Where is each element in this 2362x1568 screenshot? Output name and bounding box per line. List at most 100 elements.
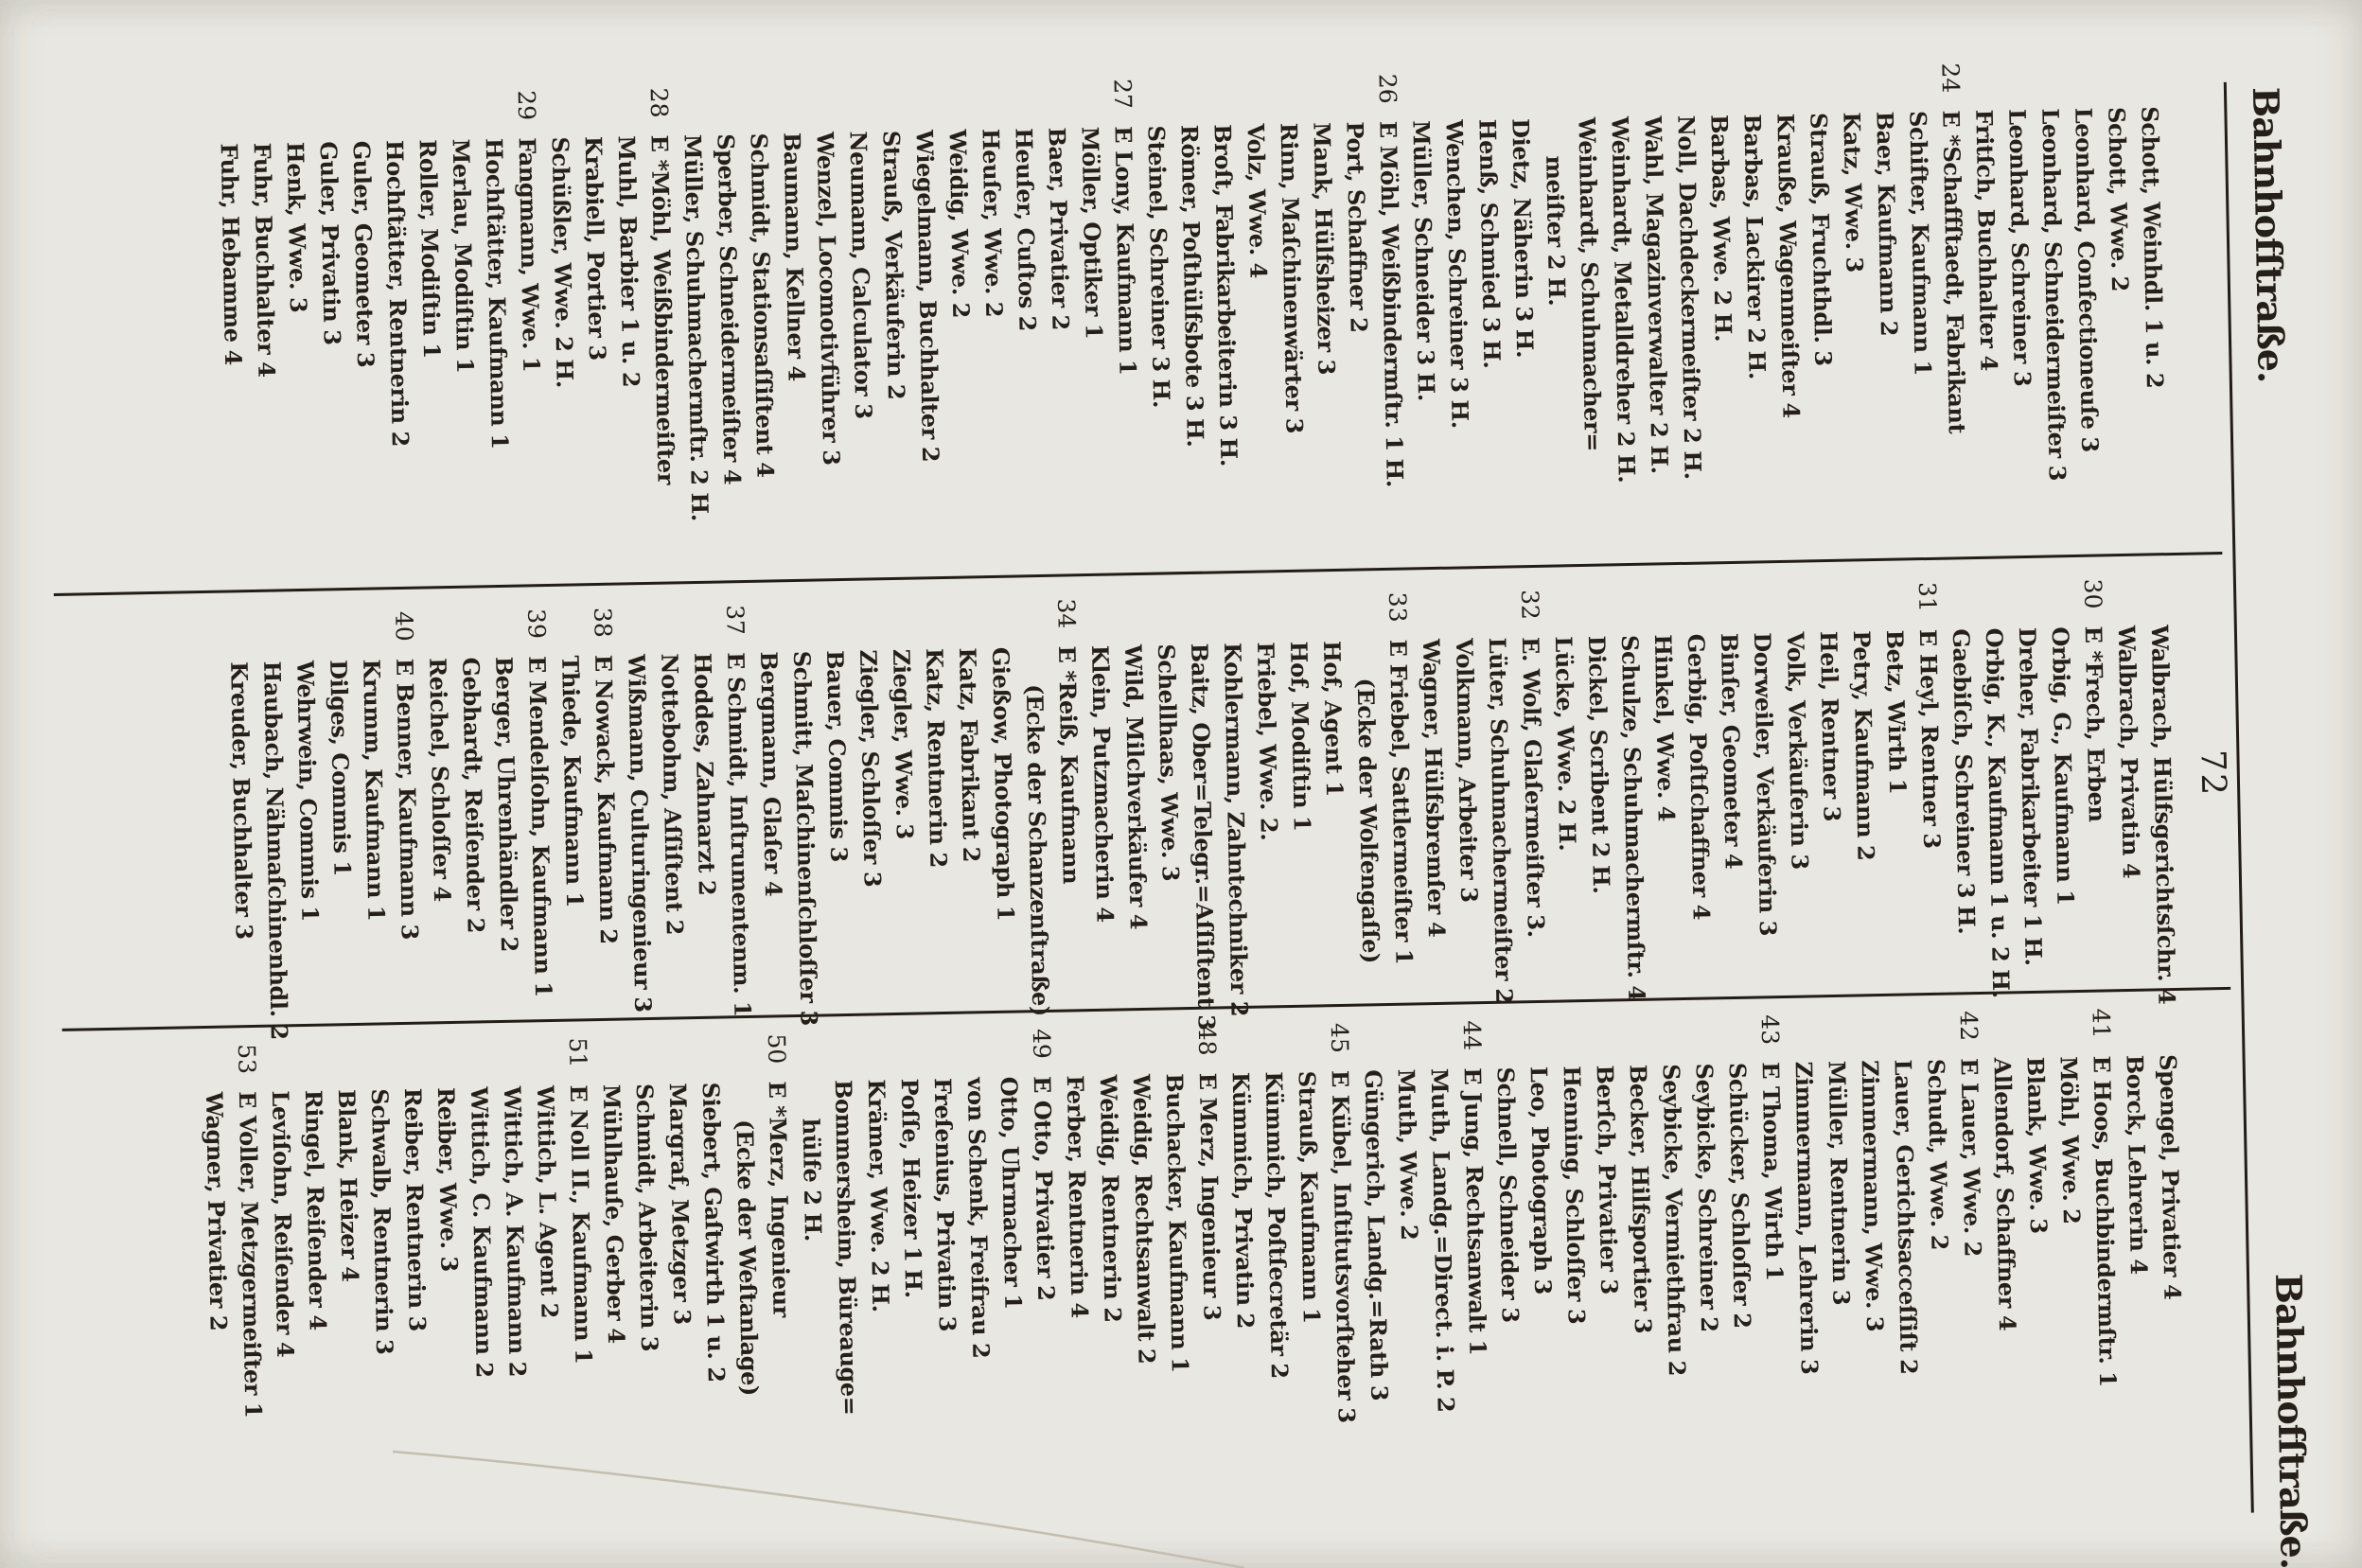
directory-line: Berger, Uhrenhändler 2 xyxy=(487,657,527,1021)
entry-text: Kohlermann, Zahntechniker 2 xyxy=(1218,642,1254,1017)
directory-line: Hinkel, Wwe. 4 xyxy=(1647,634,1686,998)
entry-text: E Möhl, Weißbindermſtr. 1 H. xyxy=(1374,120,1409,488)
entry-text: Gaebiſch, Schreiner 3 H. xyxy=(1947,628,1982,935)
directory-line: Petry, Kaufmann 2 xyxy=(1845,630,1885,995)
house-number: 50 xyxy=(762,1033,791,1065)
entry-text: Spengel, Privatier 4 xyxy=(2154,1053,2187,1300)
entry-text: Schmitt, Maſchinenſchloſſer 3 xyxy=(788,650,823,1027)
entry-text: Barbas, Lackirer 2 H. xyxy=(1738,114,1772,380)
entry-text: Friebel, Wwe. 2. xyxy=(1251,642,1283,841)
entry-text: Leonhard, Schneidermeiſter 3 xyxy=(2036,108,2071,482)
directory-line: Haubach, Nähmaſchinenhdl. 2 xyxy=(256,661,295,1040)
directory-line: Hof, Modiſtin 1 xyxy=(1282,641,1322,1005)
entry-text: E Nowack, Kaufmann 2 xyxy=(590,654,623,944)
entry-text: Römer, Poſthülfsbote 3 H. xyxy=(1175,124,1209,448)
entry-text: Wehrwein, Commis 1 xyxy=(291,660,325,923)
entry-text: Weidig, Rentnerin 2 xyxy=(1094,1074,1127,1323)
directory-line: Schellhaas, Wwe. 3 xyxy=(1150,643,1190,1008)
entry-text: Möller, Optiker 1 xyxy=(1076,126,1108,340)
house-number: 43 xyxy=(1755,1013,1785,1046)
entry-text: Gebhardt, Reiſender 2 xyxy=(457,657,490,934)
entry-text: Krauße, Wagenmeiſter 4 xyxy=(1772,113,1806,418)
house-number: 30 xyxy=(2078,578,2107,609)
house-number: 40 xyxy=(390,610,418,642)
directory-line: 37 E Schmidt, Inſtrumentenm. 1 xyxy=(719,605,759,1017)
directory-line: 32 E. Wolf, Glaſermeiſter 3. xyxy=(1514,590,1554,1001)
entry-text: Krabiell, Portier 3 xyxy=(579,135,612,361)
entry-text: E Heyl, Rentner 3 xyxy=(1913,628,1947,849)
entry-text: Baitz, Ober=Telegr.=Aſſiſtent 3 xyxy=(1185,643,1221,1031)
entry-text: Baer, Privatier 2 xyxy=(1043,127,1075,331)
entry-text: von Schenk, Freifrau 2 xyxy=(961,1077,996,1359)
entry-text: Lücke, Wwe. 2 H. xyxy=(1549,636,1582,852)
directory-line: Katz, Rentnerin 2 xyxy=(918,648,958,1013)
directory-line: Dickel, Scribent 2 H. xyxy=(1580,635,1620,999)
entry-text: Henning, Schloſſer 3 xyxy=(1558,1066,1591,1325)
entry-text: Wittich, L. Agent 2 xyxy=(531,1084,564,1319)
entry-text: Strauß, Kaufmann 1 xyxy=(1293,1070,1326,1324)
directory-line: Reichel, Schloſſer 4 xyxy=(421,658,461,1022)
entry-text: E Benner, Kaufmann 3 xyxy=(391,658,424,941)
entry-text: Bergmann, Glaſer 4 xyxy=(755,651,788,897)
entry-text: Mank, Hülfsheizer 3 xyxy=(1308,121,1341,376)
house-number: 24 xyxy=(1936,62,1965,94)
entry-text: Schmidt, Arbeiterin 3 xyxy=(630,1083,664,1352)
directory-line: Schmitt, Maſchinenſchloſſer 3 xyxy=(785,650,825,1027)
entry-text: Schott, Wwe. 2 xyxy=(2103,106,2135,292)
entry-text: Zimmermann, Lehrerin 3 xyxy=(1789,1061,1824,1375)
entry-text: Weidig, Wwe. 2 xyxy=(943,129,976,319)
directory-line: Lücke, Wwe. 2 H. xyxy=(1547,636,1587,1000)
entry-text: Muhl, Barbier 1 u. 2 xyxy=(612,135,645,388)
entry-text: (Ecke der Schanzenſtraße) xyxy=(1020,683,1055,1017)
directory-line: Wißmann, Culturingenieur 3 xyxy=(620,654,660,1018)
entry-text: Barbas, Wwe. 2 H. xyxy=(1705,114,1737,343)
directory-line: Betz, Wirth 1 xyxy=(1878,629,1918,994)
entry-text: Henk, Wwe. 3 xyxy=(281,141,313,313)
entry-text: (Ecke der Wolfengaſſe) xyxy=(1351,678,1385,964)
entry-text: E. Wolf, Glaſermeiſter 3. xyxy=(1516,636,1551,938)
entry-text: Hochſtätter, Kaufmann 1 xyxy=(480,137,514,449)
entry-text: Volz, Wwe. 4 xyxy=(1242,123,1273,279)
entry-text: Fuhr, Hebamme 4 xyxy=(215,143,248,366)
entry-text: Leonhard, Schreiner 3 xyxy=(2003,108,2036,387)
directory-line: Bauer, Commis 3 xyxy=(819,650,858,1014)
entry-text: Noll, Dachdeckermeiſter 2 H. xyxy=(1672,115,1707,480)
entry-text: Margraf, Metzger 3 xyxy=(663,1083,696,1326)
entry-text: Wittich, C. Kaufmann 2 xyxy=(465,1086,499,1379)
house-number: 32 xyxy=(1515,589,1544,621)
entry-text: Schellhaas, Wwe. 3 xyxy=(1152,643,1185,882)
entry-text: Wißmann, Culturingenieur 3 xyxy=(623,653,658,1013)
entry-text: Fuhr, Buchhalter 4 xyxy=(248,142,281,378)
entry-text: Becker, Hilfsportier 3 xyxy=(1624,1064,1658,1334)
directory-line: Dilges, Commis 1 xyxy=(322,660,361,1024)
entry-text: Hoddes, Zahnarzt 2 xyxy=(689,652,721,896)
directory-line: Lüter, Schuhmachermeiſter 2 xyxy=(1481,637,1521,1004)
entry-text: Weidig, Rechtsanwalt 2 xyxy=(1127,1073,1161,1365)
entry-text: Lüter, Schuhmachermeiſter 2 xyxy=(1483,637,1519,1004)
directory-line: Katz, Fabrikant 2 xyxy=(951,647,991,1012)
column-2: Walbrach, Hülfsgerichtsſchr. 4 Walbrach, … xyxy=(222,578,2183,1040)
house-number: 45 xyxy=(1325,1022,1354,1054)
entry-text: Güngerich, Landg.=Rath 3 xyxy=(1359,1069,1394,1401)
directory-line: Walbrach, Privatin 4 xyxy=(2110,625,2150,990)
directory-line: Schulze, Schuhmachermſtr. 4 xyxy=(1613,635,1653,1001)
house-number: 33 xyxy=(1383,591,1412,623)
entry-text: E Thoma, Wirth 1 xyxy=(1756,1061,1789,1281)
entry-text: Klein, Putzmacherin 4 xyxy=(1085,644,1119,923)
entry-text: Seybicke, Schreiner 2 xyxy=(1690,1063,1724,1332)
entry-text: Krumm, Kaufmann 1 xyxy=(358,659,391,922)
entry-text: Müller, Rentnerin 3 xyxy=(1823,1060,1856,1306)
entry-text: meiſter 2 H. xyxy=(1541,155,1572,307)
directory-line: 34 E *Reiß, Kaufmann xyxy=(1050,598,1090,1010)
entry-text: Strauß, Fruchthdl. 3 xyxy=(1805,112,1838,366)
entry-text: Schmidt, Stationsaſſiſtent 4 xyxy=(745,132,780,478)
entry-text: E Otto, Privatier 2 xyxy=(1028,1075,1061,1301)
entry-text: Wiegelmann, Buchhalter 2 xyxy=(910,129,945,463)
entry-text: Heil, Rentner 3 xyxy=(1814,630,1846,822)
directory-line: Dreher, Fabrikarbeiter 1 H. xyxy=(2011,627,2051,992)
directory-line: Kohlermann, Zahntechniker 2 xyxy=(1216,643,1256,1017)
entry-text: Berſch, Privatier 3 xyxy=(1591,1065,1624,1295)
entry-text: Neumann, Calculator 3 xyxy=(844,131,878,419)
entry-text: Berger, Uhrenhändler 2 xyxy=(490,656,524,953)
entry-text: Schudt, Wwe. 2 xyxy=(1922,1058,1954,1251)
